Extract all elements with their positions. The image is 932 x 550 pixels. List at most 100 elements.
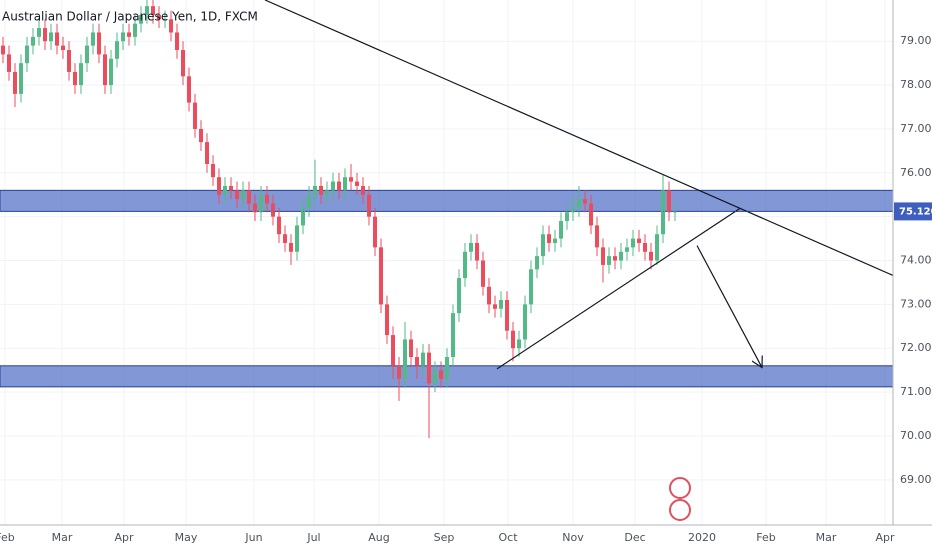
y-tick-label: 69.000 — [900, 473, 932, 486]
candle-body — [223, 185, 228, 195]
candle-body — [385, 304, 390, 336]
candle-body — [433, 370, 438, 384]
y-tick-label: 73.000 — [900, 297, 932, 310]
candle-body — [595, 225, 600, 248]
candle-body — [583, 199, 588, 204]
candle-body — [499, 300, 504, 309]
candle-body — [613, 256, 618, 261]
x-tick-label: Sep — [434, 531, 455, 544]
price-tag — [894, 202, 932, 221]
candle-body — [97, 32, 102, 55]
candle-body — [49, 32, 54, 42]
candle-body — [319, 185, 324, 195]
candle-body — [247, 190, 252, 204]
trend-line — [264, 0, 893, 276]
candle-body — [637, 238, 642, 243]
candle-body — [133, 23, 138, 37]
candle-body — [79, 63, 84, 86]
candle-body — [409, 339, 414, 358]
candle-body — [73, 71, 78, 86]
candle-body — [559, 221, 564, 239]
candle-body — [295, 225, 300, 252]
x-tick-label: Mar — [52, 531, 73, 544]
candle-body — [565, 212, 570, 222]
zone — [0, 189, 893, 212]
candle-body — [541, 234, 546, 257]
candle-body — [1, 45, 6, 55]
candle-body — [445, 357, 450, 379]
candle-body — [463, 251, 468, 279]
x-tick-label: Apr — [876, 531, 896, 544]
grid — [0, 0, 893, 525]
y-tick-label: 77.000 — [900, 122, 932, 135]
x-tick-label: 2020 — [688, 531, 716, 544]
candle-body — [343, 177, 348, 191]
candle-body — [349, 177, 354, 182]
x-tick-label: Feb — [0, 531, 15, 544]
candle-body — [439, 370, 444, 379]
candle-body — [511, 330, 516, 349]
candle-body — [451, 313, 456, 358]
candle-body — [553, 238, 558, 243]
candle-body — [523, 304, 528, 340]
candle-body — [19, 63, 24, 94]
candle-body — [547, 234, 552, 243]
candle-body — [517, 339, 522, 349]
candle-body — [157, 14, 162, 20]
candle-body — [7, 54, 12, 72]
candle-body — [571, 207, 576, 213]
candle-body — [325, 190, 330, 195]
candle-body — [283, 234, 288, 243]
candle-body — [475, 242, 480, 261]
chart-title: Australian Dollar / Japanese Yen, 1D, FX… — [2, 10, 258, 24]
candle-body — [373, 216, 378, 248]
candle-body — [235, 190, 240, 200]
candle-body — [115, 41, 120, 59]
x-tick-label: Jul — [306, 531, 320, 544]
y-tick-label: 74.000 — [900, 254, 932, 267]
candle-body — [619, 251, 624, 261]
candle-body — [313, 185, 318, 195]
y-tick-label: 76.000 — [900, 166, 932, 179]
candle-body — [535, 256, 540, 270]
trend-line — [496, 207, 741, 370]
x-tick-label: Aug — [368, 531, 389, 544]
candle-body — [367, 194, 372, 217]
candle-body — [127, 32, 132, 37]
candle-body — [181, 50, 186, 77]
candle-body — [331, 181, 336, 191]
candle-body — [337, 181, 342, 191]
candle-body — [289, 242, 294, 252]
y-tick-label: 70.000 — [900, 429, 932, 442]
candle-body — [643, 242, 648, 252]
candle-body — [67, 50, 72, 72]
candle-body — [241, 190, 246, 200]
candle-body — [469, 242, 474, 252]
arrow — [696, 245, 762, 368]
candle-body — [307, 194, 312, 208]
candle-body — [655, 234, 660, 261]
y-tick-label: 78.000 — [900, 78, 932, 91]
plot-area — [0, 0, 893, 439]
candle-body — [169, 19, 174, 33]
y-tick-label: 72.000 — [900, 341, 932, 354]
candle-body — [37, 28, 42, 37]
candle-body — [109, 58, 114, 86]
candle-body — [355, 181, 360, 186]
price-tag-label: 75.120 — [899, 206, 932, 217]
candle-body — [25, 45, 30, 64]
y-tick-label: 79.000 — [900, 34, 932, 47]
candle-body — [31, 36, 36, 46]
x-tick-label: May — [175, 531, 198, 544]
candle-body — [103, 54, 108, 86]
candle-body — [43, 28, 48, 42]
candle-body — [379, 247, 384, 305]
candle-body — [55, 32, 60, 46]
candle-body — [607, 256, 612, 265]
candle-body — [601, 247, 606, 265]
candle-body — [229, 185, 234, 191]
candle-body — [457, 278, 462, 314]
y-tick-label: 71.000 — [900, 385, 932, 398]
x-tick-label: Dec — [624, 531, 645, 544]
